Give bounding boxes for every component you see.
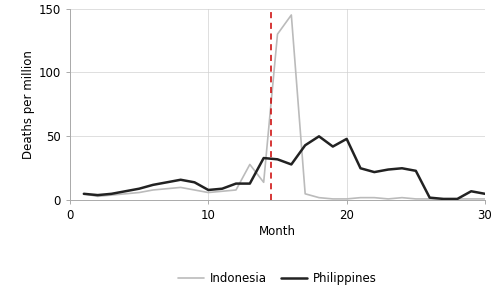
Indonesia (108, 193, 114, 197)
Indonesia (399, 196, 405, 199)
Indonesia (344, 197, 349, 201)
Indonesia (233, 188, 239, 192)
Philippines (178, 178, 184, 182)
Philippines (247, 182, 253, 185)
Indonesia (206, 191, 212, 194)
Philippines (288, 163, 294, 166)
Philippines (302, 144, 308, 147)
Philippines (468, 190, 474, 193)
Indonesia (288, 13, 294, 17)
Indonesia (454, 197, 460, 201)
Indonesia (302, 192, 308, 196)
Philippines (94, 193, 100, 197)
Philippines (316, 135, 322, 138)
Indonesia (468, 197, 474, 201)
Philippines (330, 145, 336, 148)
Philippines (399, 166, 405, 170)
Legend: Indonesia, Philippines: Indonesia, Philippines (174, 267, 382, 286)
Indonesia (81, 192, 87, 196)
X-axis label: Month: Month (259, 225, 296, 238)
Philippines (274, 158, 280, 161)
Philippines (122, 190, 128, 193)
Indonesia (372, 196, 378, 199)
Indonesia (482, 197, 488, 201)
Indonesia (426, 197, 432, 201)
Philippines (233, 182, 239, 185)
Indonesia (330, 197, 336, 201)
Line: Indonesia: Indonesia (84, 15, 485, 199)
Indonesia (316, 196, 322, 199)
Philippines (454, 197, 460, 201)
Indonesia (178, 186, 184, 189)
Indonesia (136, 191, 142, 194)
Philippines (108, 192, 114, 196)
Indonesia (260, 180, 266, 184)
Indonesia (219, 190, 225, 193)
Philippines (206, 188, 212, 192)
Philippines (426, 196, 432, 199)
Indonesia (440, 197, 446, 201)
Indonesia (247, 163, 253, 166)
Indonesia (150, 188, 156, 192)
Indonesia (192, 188, 198, 192)
Indonesia (358, 196, 364, 199)
Philippines (150, 183, 156, 186)
Philippines (413, 169, 419, 172)
Indonesia (94, 195, 100, 198)
Philippines (344, 137, 349, 141)
Philippines (482, 192, 488, 196)
Philippines (164, 180, 170, 184)
Philippines (372, 170, 378, 174)
Indonesia (413, 197, 419, 201)
Philippines (385, 168, 391, 171)
Philippines (358, 166, 364, 170)
Indonesia (274, 32, 280, 36)
Philippines (260, 156, 266, 160)
Philippines (192, 180, 198, 184)
Indonesia (164, 187, 170, 190)
Philippines (136, 187, 142, 190)
Y-axis label: Deaths per million: Deaths per million (22, 50, 35, 159)
Philippines (81, 192, 87, 196)
Indonesia (385, 197, 391, 201)
Indonesia (122, 192, 128, 196)
Line: Philippines: Philippines (84, 136, 485, 199)
Philippines (219, 187, 225, 190)
Philippines (440, 197, 446, 201)
